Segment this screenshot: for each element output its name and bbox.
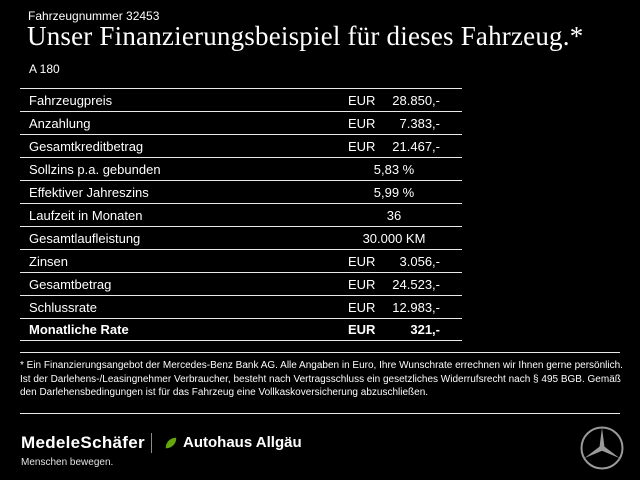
- leaf-icon: [164, 436, 178, 450]
- mercedes-star-icon: [579, 425, 625, 471]
- finance-row-value: 321,-: [410, 322, 440, 337]
- finance-row-value: 12.983,-: [392, 299, 440, 315]
- vehicle-number: Fahrzeugnummer 32453: [28, 9, 160, 23]
- currency-label: EUR: [348, 138, 376, 154]
- currency-label: EUR: [348, 276, 376, 292]
- table-row: Zinsen EUR 3.056,-: [20, 249, 462, 272]
- table-row-monthly-rate: Monatliche Rate EUR 321,-: [20, 318, 462, 341]
- finance-row-label: Sollzins p.a. gebunden: [29, 161, 161, 177]
- finance-row-value: 5,83 %: [373, 161, 415, 177]
- finance-row-label: Laufzeit in Monaten: [29, 207, 143, 223]
- table-row: Laufzeit in Monaten 36: [20, 203, 462, 226]
- finance-row-value: 21.467,-: [392, 138, 440, 154]
- table-row: Schlussrate EUR 12.983,-: [20, 295, 462, 318]
- finance-row-value: 36: [386, 207, 402, 223]
- finance-row-value: 3.056,-: [399, 253, 440, 269]
- table-row: Sollzins p.a. gebunden 5,83 %: [20, 157, 462, 180]
- dealer-secondary-label: Autohaus Allgäu: [183, 434, 302, 451]
- currency-label: EUR: [348, 299, 376, 315]
- finance-row-label: Monatliche Rate: [29, 322, 129, 337]
- page-title: Unser Finanzierungsbeispiel für dieses F…: [27, 21, 584, 51]
- finance-row-label: Gesamtbetrag: [29, 276, 112, 292]
- finance-row-value: 28.850,-: [392, 92, 440, 108]
- finance-table: Fahrzeugpreis EUR 28.850,- Anzahlung EUR…: [20, 88, 462, 341]
- finance-row-label: Schlussrate: [29, 299, 97, 315]
- divider: [20, 352, 620, 353]
- currency-label: EUR: [348, 92, 376, 108]
- finance-row-value: 7.383,-: [399, 115, 440, 131]
- legal-footnote: * Ein Finanzierungsangebot der Mercedes-…: [20, 360, 623, 398]
- table-row: Gesamtlaufleistung 30.000 KM: [20, 226, 462, 249]
- finance-row-value: 24.523,-: [392, 276, 440, 292]
- vehicle-model: A 180: [29, 62, 60, 76]
- finance-row-value: 30.000 KM: [362, 230, 426, 246]
- finance-row-label: Anzahlung: [29, 115, 91, 131]
- table-row: Effektiver Jahreszins 5,99 %: [20, 180, 462, 203]
- dealer-logo-medele-schaefer: MedeleSchäfer: [21, 433, 145, 452]
- finance-row-value: 5,99 %: [373, 184, 415, 200]
- table-row: Anzahlung EUR 7.383,-: [20, 111, 462, 134]
- currency-label: EUR: [348, 253, 376, 269]
- currency-label: EUR: [348, 115, 376, 131]
- footer-divider: [151, 433, 152, 453]
- table-row: Gesamtbetrag EUR 24.523,-: [20, 272, 462, 295]
- dealer-logo-autohaus-allgaeu: Autohaus Allgäu: [164, 434, 302, 451]
- finance-row-label: Gesamtlaufleistung: [29, 230, 141, 246]
- table-row: Fahrzeugpreis EUR 28.850,-: [20, 88, 462, 111]
- finance-row-label: Gesamtkreditbetrag: [29, 138, 144, 154]
- divider: [20, 413, 620, 414]
- dealer-tagline: Menschen bewegen.: [21, 457, 114, 468]
- finance-row-label: Zinsen: [29, 253, 69, 269]
- table-row: Gesamtkreditbetrag EUR 21.467,-: [20, 134, 462, 157]
- finance-row-label: Effektiver Jahreszins: [29, 184, 149, 200]
- currency-label: EUR: [348, 322, 376, 337]
- finance-row-label: Fahrzeugpreis: [29, 92, 113, 108]
